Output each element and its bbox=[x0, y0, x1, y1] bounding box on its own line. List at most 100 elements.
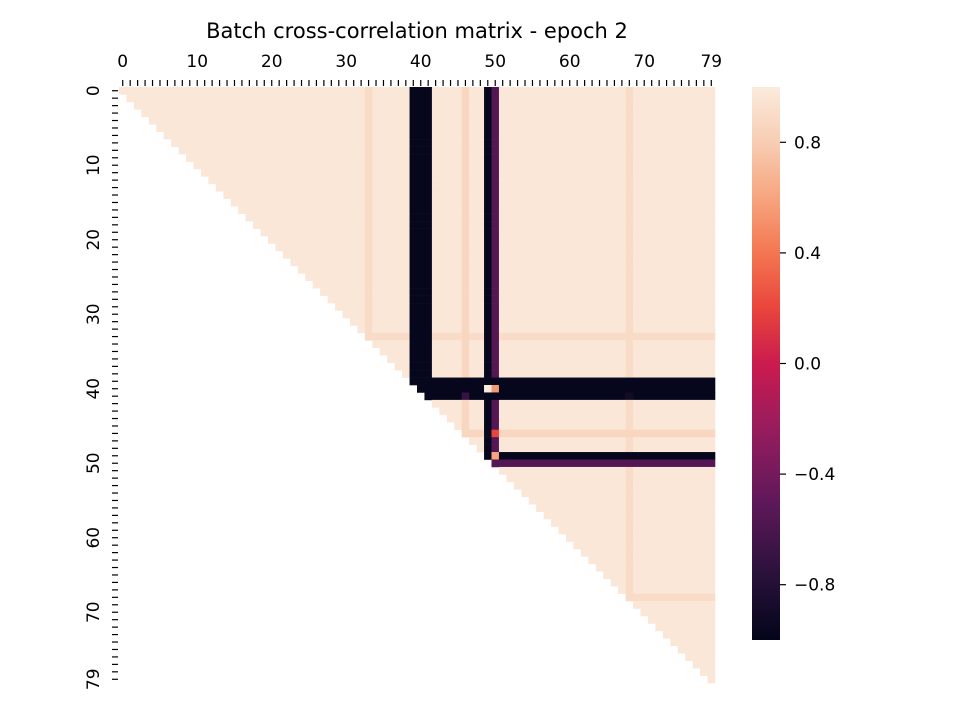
heatmap-cell bbox=[364, 146, 373, 155]
x-tick-label: 20 bbox=[261, 52, 283, 72]
chart-title: Batch cross-correlation matrix - epoch 2 bbox=[206, 19, 628, 43]
heatmap-cell bbox=[633, 481, 716, 490]
heatmap-cell bbox=[469, 236, 485, 244]
heatmap-cell bbox=[461, 295, 470, 304]
heatmap-cell bbox=[484, 265, 492, 274]
heatmap-cell bbox=[469, 437, 485, 445]
heatmap-cell bbox=[521, 489, 626, 498]
heatmap-cell bbox=[141, 109, 366, 118]
heatmap-cell bbox=[498, 131, 626, 140]
heatmap-cell bbox=[193, 161, 366, 170]
heatmap-cell bbox=[461, 288, 470, 296]
heatmap-cell bbox=[409, 340, 433, 349]
heatmap-cell bbox=[498, 295, 626, 304]
heatmap-cell bbox=[633, 511, 716, 520]
heatmap-cell bbox=[633, 161, 716, 170]
heatmap-cell bbox=[372, 310, 410, 319]
heatmap-cell bbox=[633, 183, 716, 192]
heatmap-cell bbox=[625, 273, 634, 281]
heatmap-cell bbox=[387, 355, 410, 363]
heatmap-cell bbox=[625, 422, 634, 430]
heatmap-cell bbox=[461, 109, 470, 118]
heatmap-cell bbox=[498, 303, 626, 311]
heatmap-cell bbox=[446, 414, 462, 423]
heatmap-cell bbox=[431, 168, 462, 177]
heatmap-cell bbox=[498, 273, 626, 281]
heatmap-cell bbox=[633, 541, 716, 550]
heatmap-cell bbox=[469, 168, 485, 177]
heatmap-cell bbox=[461, 332, 470, 341]
heatmap-cell bbox=[625, 213, 634, 222]
heatmap-cell bbox=[633, 571, 716, 579]
heatmap-cell bbox=[327, 295, 366, 304]
heatmap-cell bbox=[461, 392, 470, 401]
heatmap-cell bbox=[491, 437, 500, 445]
heatmap-cell bbox=[431, 101, 462, 110]
heatmap-cell bbox=[498, 221, 626, 229]
colorbar-tick-label: 0.4 bbox=[794, 244, 821, 264]
heatmap-cell bbox=[372, 198, 410, 207]
heatmap-cell bbox=[171, 139, 366, 147]
heatmap-cell bbox=[484, 243, 492, 252]
heatmap-cell bbox=[484, 429, 492, 438]
heatmap-cell bbox=[633, 534, 716, 542]
heatmap-cell bbox=[372, 168, 410, 177]
heatmap-cell bbox=[372, 213, 410, 222]
heatmap-cell bbox=[536, 504, 626, 512]
heatmap-cell bbox=[461, 370, 470, 378]
heatmap-cell bbox=[498, 146, 626, 155]
heatmap-cell bbox=[491, 452, 500, 460]
heatmap-cell bbox=[268, 236, 366, 244]
heatmap-cell bbox=[625, 541, 634, 550]
heatmap-cell bbox=[461, 347, 470, 356]
x-tick-label: 10 bbox=[186, 52, 208, 72]
heatmap-cell bbox=[491, 459, 716, 468]
heatmap-cell bbox=[491, 243, 500, 252]
heatmap-cell bbox=[364, 183, 373, 192]
heatmap-cell bbox=[491, 191, 500, 200]
heatmap-cell bbox=[498, 444, 626, 453]
heatmap-cell bbox=[372, 154, 410, 162]
heatmap-cell bbox=[484, 154, 492, 162]
heatmap-cell bbox=[498, 288, 626, 296]
heatmap-cell bbox=[625, 131, 634, 140]
heatmap-cell bbox=[461, 362, 470, 371]
heatmap-cell bbox=[498, 265, 626, 274]
heatmap-cell bbox=[126, 94, 366, 103]
heatmap-cell bbox=[491, 265, 500, 274]
colorbar-tick-label: −0.8 bbox=[794, 576, 835, 596]
heatmap-cell bbox=[238, 206, 366, 214]
heatmap-cell bbox=[491, 146, 500, 155]
heatmap-cell bbox=[431, 176, 462, 185]
heatmap-cell bbox=[633, 504, 716, 512]
heatmap-cell bbox=[692, 660, 716, 669]
heatmap-cell bbox=[498, 370, 626, 378]
heatmap-cell bbox=[372, 206, 410, 214]
heatmap-cell bbox=[603, 571, 626, 579]
heatmap-cell bbox=[491, 310, 500, 319]
heatmap-cell bbox=[498, 168, 626, 177]
heatmap-cell bbox=[461, 236, 470, 244]
y-tick-label: 10 bbox=[84, 154, 104, 176]
heatmap-cell bbox=[409, 288, 433, 296]
heatmap-cell bbox=[633, 94, 716, 103]
heatmap-cell bbox=[372, 139, 410, 147]
heatmap-cell bbox=[364, 295, 373, 304]
y-tick-label: 60 bbox=[84, 527, 104, 549]
heatmap-cell bbox=[484, 385, 492, 393]
x-tick-label: 30 bbox=[335, 52, 357, 72]
heatmap-cell bbox=[461, 161, 470, 170]
heatmap-cell bbox=[409, 213, 433, 222]
heatmap-cell bbox=[633, 586, 716, 594]
heatmap-cell bbox=[633, 154, 716, 162]
heatmap-cell bbox=[431, 228, 462, 237]
heatmap-cell bbox=[625, 243, 634, 252]
heatmap-cell bbox=[431, 154, 462, 162]
heatmap-cell bbox=[178, 146, 366, 155]
heatmap-cell bbox=[431, 347, 462, 356]
heatmap-cell bbox=[625, 161, 634, 170]
heatmap-cell bbox=[491, 94, 500, 103]
heatmap-cell bbox=[282, 250, 366, 259]
colorbar-tick-label: 0.0 bbox=[794, 355, 821, 375]
x-tick-label: 60 bbox=[559, 52, 581, 72]
